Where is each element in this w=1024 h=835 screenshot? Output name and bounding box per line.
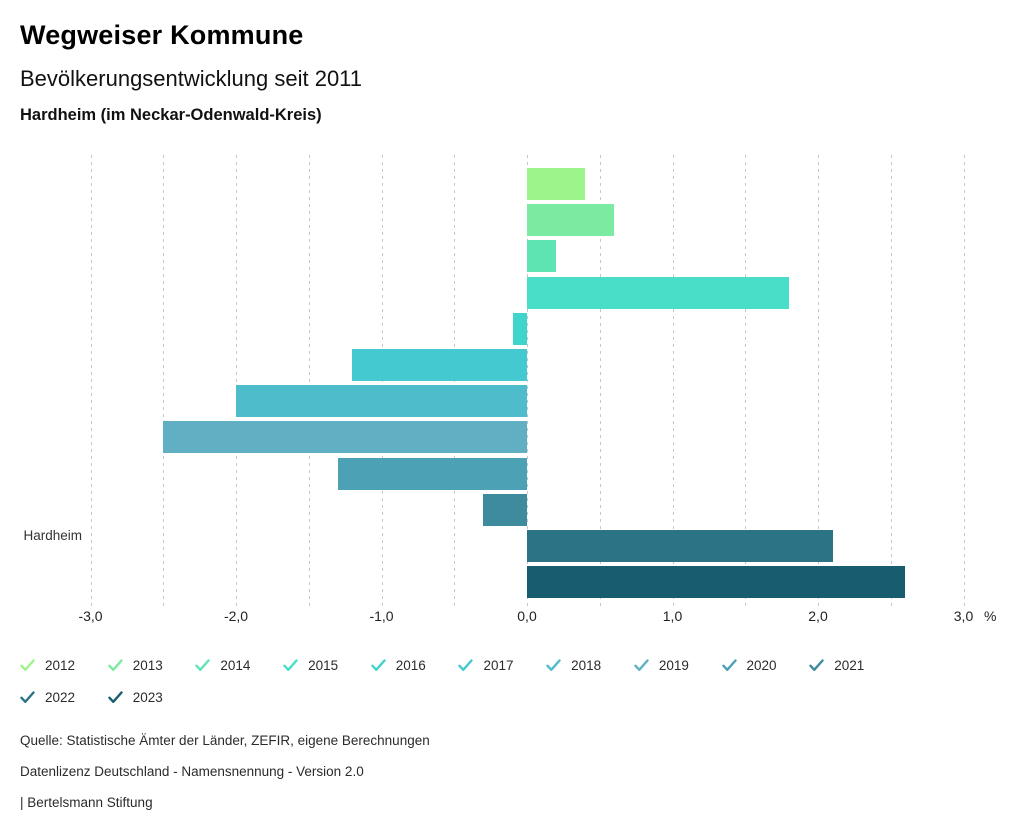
bar-2021 <box>483 493 527 526</box>
legend-year-label: 2012 <box>45 658 76 673</box>
legend-year-label: 2018 <box>571 658 602 673</box>
gridline <box>527 155 528 607</box>
legend-year-label: 2014 <box>220 658 251 673</box>
bar-2023 <box>527 566 906 599</box>
legend-item-2020[interactable]: 2020 <box>721 656 810 675</box>
location-label: Hardheim (im Neckar-Odenwald-Kreis) <box>20 106 322 124</box>
legend-item-2014[interactable]: 2014 <box>195 656 283 675</box>
x-tick-label: 2,0 <box>808 608 828 624</box>
x-tick-label: -1,0 <box>369 608 394 624</box>
bar-2018 <box>236 385 527 418</box>
legend-year-label: 2020 <box>746 658 777 673</box>
x-tick-label: -2,0 <box>223 608 249 624</box>
legend-item-2023[interactable]: 2023 <box>107 688 196 707</box>
gridline <box>454 155 456 607</box>
gridline <box>90 155 92 607</box>
bar-2020 <box>337 457 528 490</box>
bar-2016 <box>512 312 528 345</box>
legend-check-icon <box>458 659 474 671</box>
gridline <box>818 155 819 607</box>
legend-item-2018[interactable]: 2018 <box>546 656 634 675</box>
legend-year-label: 2021 <box>834 658 865 673</box>
legend-item-2015[interactable]: 2015 <box>283 656 371 675</box>
legend: 2012 2013 2014 2015 2016 2017 2018 2019 2020 2021… <box>20 656 930 707</box>
legend-item-2017[interactable]: 2017 <box>458 656 546 675</box>
page-title: Wegweiser Kommune <box>20 20 304 50</box>
legend-item-2022[interactable]: 2022 <box>20 688 108 707</box>
bar-chart-plot-area: Hardheim <box>0 155 1024 607</box>
legend-year-label: 2022 <box>45 690 76 705</box>
bar-2012 <box>527 168 586 200</box>
legend-year-label: 2017 <box>483 658 514 673</box>
legend-check-icon <box>721 659 737 671</box>
bar-2015 <box>527 276 789 309</box>
legend-check-icon <box>283 659 298 671</box>
source-text: Quelle: Statistische Ämter der Länder, Z… <box>20 733 430 748</box>
legend-item-2012[interactable]: 2012 <box>20 656 108 675</box>
legend-year-label: 2023 <box>132 690 163 705</box>
license-text: Datenlizenz Deutschland - Namensnennung … <box>20 764 364 779</box>
bar-2019 <box>163 421 528 454</box>
legend-check-icon <box>20 659 35 671</box>
gridline <box>163 155 165 607</box>
legend-item-2013[interactable]: 2013 <box>107 656 196 675</box>
bar-2013 <box>527 204 615 237</box>
gridline <box>745 155 747 607</box>
legend-item-2021[interactable]: 2021 <box>809 656 897 675</box>
gridline <box>308 155 310 607</box>
legend-year-label: 2016 <box>395 658 426 673</box>
legend-check-icon <box>107 691 123 703</box>
y-axis-row-label: Hardheim <box>23 528 82 543</box>
gridline <box>890 155 892 607</box>
gridline <box>672 155 674 607</box>
x-axis-unit-label: % <box>984 608 997 624</box>
legend-check-icon <box>20 691 35 703</box>
bar-2022 <box>527 530 833 562</box>
bar-2017 <box>352 349 527 381</box>
legend-check-icon <box>634 659 649 671</box>
legend-check-icon <box>107 659 123 671</box>
gridline <box>236 155 237 607</box>
gridline <box>381 155 383 607</box>
legend-item-2019[interactable]: 2019 <box>634 656 722 675</box>
legend-check-icon <box>546 659 561 671</box>
bar-2014 <box>527 240 557 273</box>
legend-check-icon <box>371 659 386 671</box>
x-tick-label: -3,0 <box>78 608 103 624</box>
legend-item-2016[interactable]: 2016 <box>371 656 459 675</box>
legend-check-icon <box>195 659 211 671</box>
gridline <box>963 155 965 607</box>
gridline <box>599 155 601 607</box>
x-tick-label: 3,0 <box>953 608 974 624</box>
x-tick-label: 1,0 <box>662 608 683 624</box>
legend-year-label: 2015 <box>308 658 339 673</box>
attribution-text: | Bertelsmann Stiftung <box>20 795 153 810</box>
x-tick-label: 0,0 <box>517 608 537 624</box>
legend-check-icon <box>809 659 824 671</box>
legend-year-label: 2013 <box>132 658 163 673</box>
chart-title: Bevölkerungsentwicklung seit 2011 <box>20 66 363 91</box>
legend-year-label: 2019 <box>658 658 689 673</box>
